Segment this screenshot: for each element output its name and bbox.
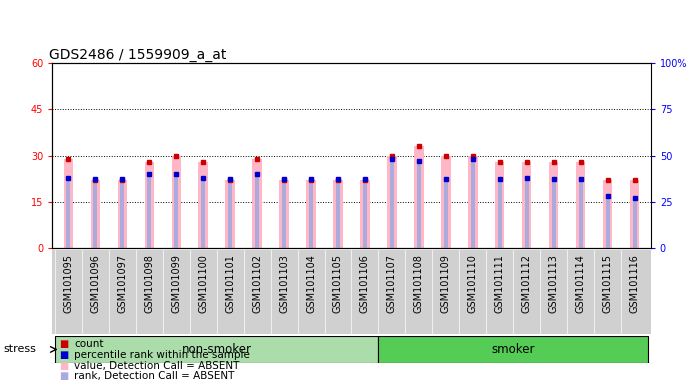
Bar	[576, 162, 585, 248]
Text: GSM101103: GSM101103	[279, 254, 289, 313]
Text: stress: stress	[3, 344, 36, 354]
Bar	[198, 162, 208, 248]
Bar	[414, 146, 424, 248]
Bar	[363, 179, 367, 248]
Bar	[63, 159, 73, 248]
Bar	[282, 179, 286, 248]
Bar	[336, 179, 340, 248]
Bar	[255, 174, 259, 248]
Bar	[549, 162, 558, 248]
Text: GSM101095: GSM101095	[63, 254, 73, 313]
Bar	[522, 162, 532, 248]
Bar	[306, 180, 316, 248]
Text: GSM101100: GSM101100	[198, 254, 208, 313]
Bar	[226, 180, 235, 248]
Text: GSM101116: GSM101116	[630, 254, 640, 313]
Bar	[145, 162, 154, 248]
Bar	[444, 179, 448, 248]
Text: GSM101113: GSM101113	[548, 254, 559, 313]
Bar	[279, 180, 289, 248]
Text: GSM101112: GSM101112	[522, 254, 532, 313]
Text: value, Detection Call = ABSENT: value, Detection Call = ABSENT	[74, 361, 240, 371]
Text: GSM101097: GSM101097	[118, 254, 127, 313]
Text: non-smoker: non-smoker	[182, 343, 252, 356]
Bar	[118, 180, 127, 248]
Bar	[174, 174, 178, 248]
Text: rank, Detection Call = ABSENT: rank, Detection Call = ABSENT	[74, 371, 235, 381]
Text: GSM101099: GSM101099	[171, 254, 181, 313]
Text: GSM101101: GSM101101	[225, 254, 235, 313]
Bar	[228, 179, 232, 248]
Bar	[66, 178, 70, 248]
Bar	[387, 156, 397, 248]
Bar	[441, 156, 450, 248]
Bar	[552, 179, 555, 248]
Text: GSM101102: GSM101102	[252, 254, 262, 313]
Text: GSM101114: GSM101114	[576, 254, 585, 313]
Bar	[120, 179, 125, 248]
Text: smoker: smoker	[491, 343, 535, 356]
Bar	[148, 174, 151, 248]
Text: GSM101098: GSM101098	[144, 254, 155, 313]
Bar	[603, 180, 612, 248]
Bar	[470, 159, 475, 248]
Text: ■: ■	[59, 339, 68, 349]
Bar	[93, 179, 97, 248]
Bar	[333, 180, 342, 248]
Bar	[417, 161, 421, 248]
Text: count: count	[74, 339, 104, 349]
Text: GSM101096: GSM101096	[90, 254, 100, 313]
Text: GSM101115: GSM101115	[603, 254, 612, 313]
Text: GSM101111: GSM101111	[495, 254, 505, 313]
Bar	[468, 156, 477, 248]
Text: GSM101110: GSM101110	[468, 254, 478, 313]
Bar	[379, 336, 648, 363]
Bar	[606, 196, 610, 248]
Bar	[498, 179, 502, 248]
Bar	[630, 180, 640, 248]
Bar	[525, 178, 529, 248]
Bar	[578, 179, 583, 248]
Text: GSM101105: GSM101105	[333, 254, 343, 313]
Text: GSM101109: GSM101109	[441, 254, 451, 313]
Text: percentile rank within the sample: percentile rank within the sample	[74, 350, 251, 360]
Text: ■: ■	[59, 350, 68, 360]
Bar	[309, 179, 313, 248]
Bar	[90, 180, 100, 248]
Bar	[361, 180, 370, 248]
Text: GSM101107: GSM101107	[387, 254, 397, 313]
Text: ■: ■	[59, 371, 68, 381]
Text: GDS2486 / 1559909_a_at: GDS2486 / 1559909_a_at	[49, 48, 227, 62]
Bar	[390, 159, 394, 248]
Text: ■: ■	[59, 361, 68, 371]
Bar	[171, 156, 181, 248]
Text: GSM101108: GSM101108	[414, 254, 424, 313]
Text: GSM101104: GSM101104	[306, 254, 316, 313]
Bar	[201, 178, 205, 248]
Bar	[495, 162, 505, 248]
Bar	[633, 198, 637, 248]
Bar	[55, 336, 379, 363]
Text: GSM101106: GSM101106	[360, 254, 370, 313]
Bar	[253, 159, 262, 248]
